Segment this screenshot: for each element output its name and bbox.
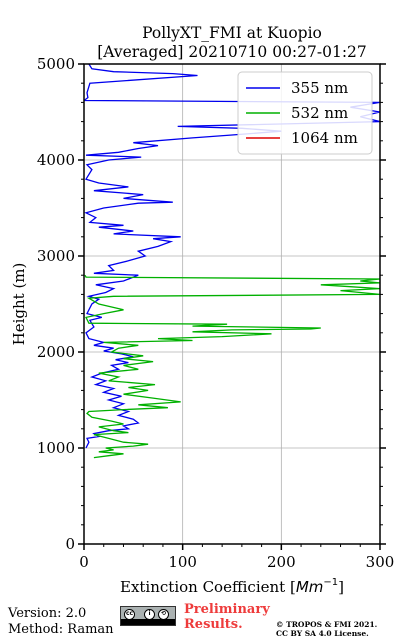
y-axis-label: Height (m) [10,263,28,346]
chart-subtitle: [Averaged] 20210710 00:27-01:27 [97,43,367,61]
copyright-notice: © TROPOS & FMI 2021. CC BY SA 4.0 Licens… [276,620,378,638]
legend-box [237,71,373,155]
y-tick-label: 4000 [37,151,75,169]
method-text: Method: Raman [8,622,114,637]
x-tick-label: 300 [366,553,395,571]
x-axis-label: Extinction Coefficient [Mm−1] [120,577,344,596]
y-tick-label: 2000 [37,343,75,361]
axis-ticks: 0 1000 2000 3000 4000 5000 0 100 200 300 [37,55,395,571]
y-tick-label: 1000 [37,439,75,457]
x-tick-label: 200 [267,553,296,571]
x-tick-label: 0 [79,553,89,571]
legend: 355 nm 532 nm 1064 nm [237,71,373,155]
extinction-chart: 0 1000 2000 3000 4000 5000 0 100 200 300 PollyXT_… [10,24,395,596]
y-tick-label: 5000 [37,55,75,73]
x-tick-label: 100 [168,553,197,571]
chart-title: PollyXT_FMI at Kuopio [142,24,322,42]
y-tick-label: 3000 [37,247,75,265]
version-text: Version: 2.0 [8,606,87,621]
legend-label-1064-nm: 1064 nm [291,129,358,147]
preliminary-results: Preliminary Results. [184,602,270,632]
legend-label-355-nm: 355 nm [291,79,348,97]
plot-frame [83,63,381,545]
cc-license-badge: cc i ⟲ [120,606,176,626]
series-line-532-nm [84,274,380,459]
legend-label-532-nm: 532 nm [291,104,348,122]
y-tick-label: 0 [65,535,75,553]
